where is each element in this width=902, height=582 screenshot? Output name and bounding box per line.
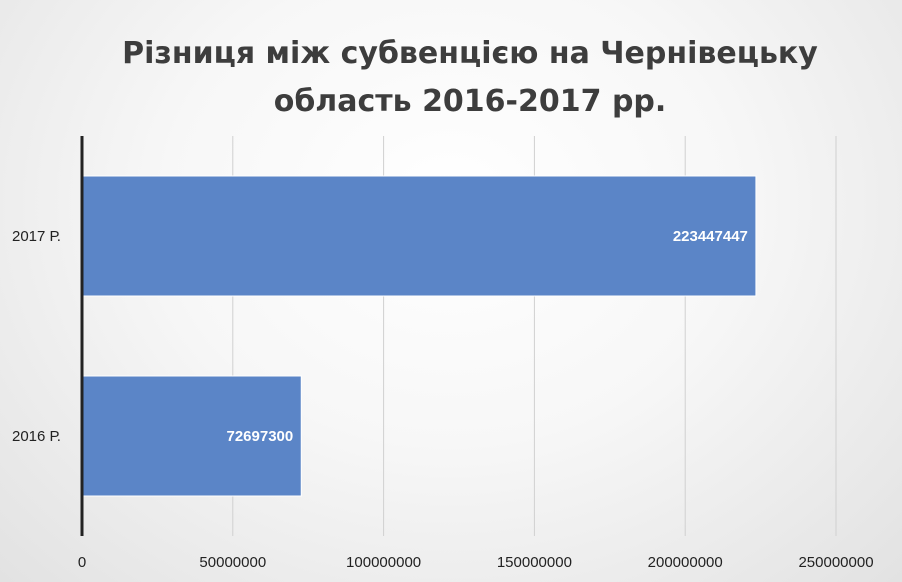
chart-title-line-1: Різниця між субвенцією на Чернівецьку — [122, 36, 818, 71]
data-label-0: 72697300 — [227, 428, 294, 445]
x-tick-label-0: 0 — [78, 554, 86, 571]
chart-title: Різниця між субвенцією на Чернівецьку об… — [120, 30, 820, 126]
chart-title-line-2: область 2016-2017 рр. — [273, 84, 667, 119]
x-tick-label-5: 250000000 — [798, 554, 873, 571]
x-tick-label-4: 200000000 — [648, 554, 723, 571]
bar-0 — [81, 375, 302, 497]
x-tick-label-1: 50000000 — [199, 554, 266, 571]
category-label-0: 2016 Р. — [12, 428, 61, 445]
category-label-1: 2017 Р. — [12, 228, 61, 245]
x-tick-label-2: 100000000 — [346, 554, 421, 571]
data-label-1: 223447447 — [673, 228, 748, 245]
bar-1 — [81, 175, 757, 297]
x-tick-label-3: 150000000 — [497, 554, 572, 571]
